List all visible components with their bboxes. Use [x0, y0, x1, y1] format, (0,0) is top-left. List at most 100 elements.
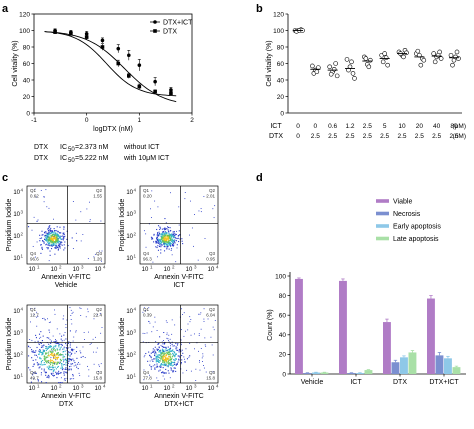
c-x-tick-base: 10	[186, 386, 193, 392]
c-event-dot	[160, 252, 162, 254]
c-outlier-dot	[79, 307, 81, 309]
c-quadrant-id: Q3	[96, 251, 103, 256]
b-dose-value: 2.5	[449, 133, 458, 140]
c-event-dot	[175, 358, 177, 360]
c-event-dot	[156, 365, 158, 367]
a-annotation-ic-label: IC	[60, 144, 67, 151]
c-event-dot	[178, 230, 180, 232]
c-y-axis-label: Propidium Iodide	[6, 318, 13, 371]
c-event-dot	[167, 357, 169, 360]
c-event-dot	[32, 350, 34, 352]
c-event-dot	[55, 344, 57, 346]
c-event-dot	[157, 354, 159, 356]
c-outlier-dot	[80, 240, 82, 242]
c-event-dot	[40, 237, 43, 239]
c-x-tick-exponent: 4	[103, 265, 106, 270]
c-outlier-dot	[199, 313, 201, 315]
c-event-dot	[51, 230, 54, 232]
c-event-dot	[39, 237, 41, 240]
c-event-dot	[50, 361, 52, 364]
c-event-dot	[76, 346, 78, 348]
c-event-dot	[69, 358, 72, 360]
b-data-point	[363, 56, 369, 61]
a-x-axis-label: logDTX (nM)	[93, 126, 133, 133]
c-event-dot	[165, 359, 167, 362]
c-event-dot	[47, 238, 49, 240]
c-event-dot	[186, 358, 189, 360]
c-event-dot	[50, 231, 52, 233]
c-event-dot	[46, 235, 48, 237]
c-event-dot	[157, 239, 159, 241]
c-event-dot	[171, 235, 174, 237]
c-event-dot	[63, 237, 65, 239]
c-event-dot	[181, 359, 183, 361]
c-event-dot	[63, 233, 65, 236]
c-event-dot	[61, 365, 63, 367]
c-event-dot	[45, 238, 47, 240]
c-x-tick-exponent: 2	[172, 265, 175, 270]
c-outlier-dot	[204, 337, 206, 339]
c-event-dot	[172, 364, 175, 366]
c-event-dot	[161, 237, 163, 239]
c-event-dot	[171, 357, 173, 359]
c-event-dot	[171, 343, 173, 345]
c-outlier-dot	[212, 354, 214, 356]
c-event-dot	[72, 358, 74, 360]
c-event-dot	[59, 232, 61, 234]
a-point-dtx	[69, 32, 73, 36]
c-event-dot	[50, 345, 53, 347]
c-event-dot	[58, 244, 60, 247]
c-event-dot	[151, 359, 153, 361]
c-outlier-dot	[39, 344, 41, 346]
c-event-dot	[67, 358, 69, 360]
c-event-dot	[58, 362, 60, 364]
c-event-dot	[170, 235, 172, 237]
c-event-dot	[50, 232, 52, 234]
c-outlier-dot	[189, 200, 191, 202]
c-event-dot	[44, 363, 46, 366]
c-event-dot	[67, 351, 69, 353]
c-outlier-dot	[83, 332, 85, 333]
c-outlier-dot	[190, 334, 192, 336]
c-event-dot	[33, 364, 35, 366]
c-event-dot	[44, 358, 46, 360]
c-event-dot	[166, 245, 168, 248]
c-event-dot	[161, 244, 163, 246]
c-quadrant-id: Q2	[96, 307, 103, 312]
c-x-tick-exponent: 1	[37, 384, 40, 389]
c-event-dot	[179, 356, 181, 358]
c-event-dot	[169, 242, 171, 244]
c-outlier-dot	[191, 227, 193, 229]
c-event-dot	[150, 352, 152, 354]
c-outlier-dot	[96, 347, 98, 349]
c-event-dot	[151, 237, 153, 239]
c-event-dot	[55, 230, 57, 232]
c-outlier-dot	[49, 339, 51, 341]
b-dose-value: 2.5	[397, 133, 406, 140]
c-event-dot	[52, 357, 55, 360]
c-event-dot	[53, 228, 55, 230]
c-outlier-dot	[79, 375, 81, 377]
c-event-dot	[163, 233, 165, 235]
c-event-dot	[47, 353, 50, 355]
c-event-dot	[157, 245, 159, 247]
c-event-dot	[58, 246, 60, 248]
b-y-tick-label: 80	[277, 44, 285, 51]
c-x-tick-base: 10	[164, 267, 171, 273]
c-event-dot	[62, 364, 64, 366]
a-y-tick-label: 120	[19, 11, 30, 18]
c-y-tick-exponent: 2	[134, 232, 137, 237]
c-event-dot	[167, 364, 170, 366]
c-event-dot	[63, 228, 65, 230]
c-event-dot	[68, 368, 70, 370]
c-outlier-dot	[154, 200, 156, 202]
c-event-dot	[67, 362, 69, 364]
c-event-dot	[38, 343, 40, 345]
c-event-dot	[59, 237, 61, 239]
c-event-dot	[159, 350, 161, 352]
c-event-dot	[158, 349, 160, 352]
c-event-dot	[45, 232, 47, 234]
c-event-dot	[53, 345, 55, 347]
c-event-dot	[55, 358, 57, 360]
